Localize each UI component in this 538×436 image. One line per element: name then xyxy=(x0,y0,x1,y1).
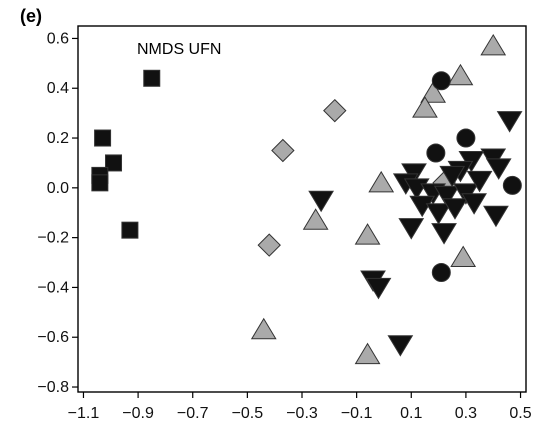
triangle-down-point xyxy=(442,198,468,220)
x-tick-label: −0.5 xyxy=(232,405,264,422)
triangle-up-point xyxy=(368,170,395,193)
x-tick-label: 0.3 xyxy=(455,405,477,422)
triangle-down-point xyxy=(466,170,493,193)
x-tick-label: −0.3 xyxy=(286,405,318,422)
square-point xyxy=(143,69,161,87)
triangle-down-point xyxy=(387,335,414,357)
triangle-down-point xyxy=(496,111,523,133)
x-tick-label: 0.1 xyxy=(400,405,422,422)
triangle-down-point xyxy=(439,165,466,188)
square-point xyxy=(94,129,112,147)
triangle-up-point xyxy=(412,96,438,118)
y-tick-label: −0.6 xyxy=(37,329,69,346)
plot-annotation: NMDS UFN xyxy=(137,41,221,58)
square-point xyxy=(105,154,123,172)
x-tick-label: 0.5 xyxy=(509,405,531,422)
data-points xyxy=(91,33,523,365)
triangle-up-point xyxy=(354,223,381,245)
triangle-up-point xyxy=(420,81,447,103)
triangle-up-point xyxy=(302,208,329,230)
circle-point xyxy=(456,128,476,148)
y-tick-label: 0.4 xyxy=(47,80,69,97)
diamond-point xyxy=(323,98,347,123)
square-point xyxy=(91,174,109,192)
x-tick-label: −0.7 xyxy=(177,405,209,422)
diamond-point xyxy=(257,233,281,257)
triangle-up-point xyxy=(447,63,474,86)
circle-point xyxy=(431,262,451,282)
y-axis: 0.6 0.4 0.2 0.0 −0.2 −0.4 −0.6 −0.8 xyxy=(37,30,78,396)
y-tick-label: 0.6 xyxy=(47,30,69,47)
panel-label: (e) xyxy=(20,6,42,26)
x-tick-label: −0.9 xyxy=(122,405,154,422)
triangle-down-point xyxy=(425,203,452,225)
x-axis: −1.1 −0.9 −0.7 −0.5 −0.3 −0.1 0.1 0.3 0.5 xyxy=(68,392,532,422)
triangle-up-point xyxy=(450,245,477,268)
triangle-down-point xyxy=(365,277,392,300)
triangle-down-point xyxy=(485,158,512,180)
y-tick-label: −0.8 xyxy=(37,379,69,396)
x-tick-label: −1.1 xyxy=(68,405,100,422)
y-tick-label: 0.2 xyxy=(47,130,69,147)
circle-point xyxy=(431,71,451,91)
triangle-down-point xyxy=(431,223,457,245)
triangle-up-point xyxy=(250,317,277,340)
triangle-down-point xyxy=(483,205,509,228)
triangle-down-point xyxy=(398,218,425,240)
triangle-down-point xyxy=(433,185,460,208)
y-tick-label: 0.0 xyxy=(47,180,69,197)
triangle-up-point xyxy=(480,33,507,56)
x-tick-label: −0.1 xyxy=(341,405,373,422)
triangle-down-point xyxy=(461,193,487,215)
y-tick-label: −0.4 xyxy=(37,279,69,296)
square-point xyxy=(121,221,139,239)
circle-point xyxy=(426,143,446,163)
circle-point xyxy=(502,175,522,195)
y-tick-label: −0.2 xyxy=(37,230,69,247)
diamond-point xyxy=(271,138,295,163)
triangle-down-point xyxy=(308,190,335,213)
triangle-up-point xyxy=(354,342,381,365)
